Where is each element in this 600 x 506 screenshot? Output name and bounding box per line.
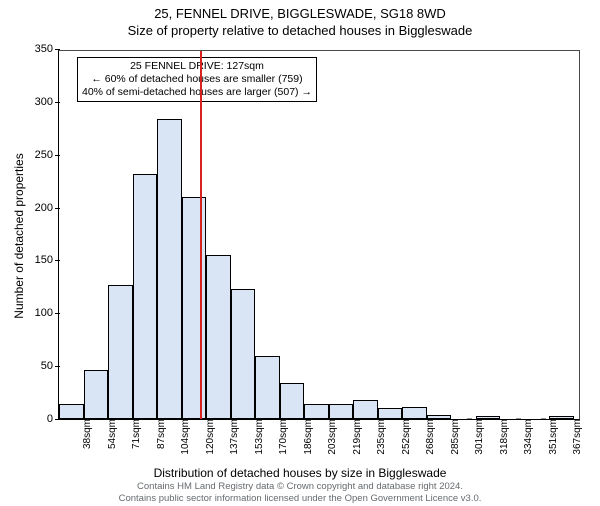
y-axis-label: Number of detached properties [12, 153, 26, 318]
y-tick-label: 200 [35, 202, 59, 214]
histogram-bar [133, 174, 158, 419]
x-tick-label: 301sqm [468, 419, 485, 455]
x-tick-label: 170sqm [272, 419, 289, 455]
y-tick-label: 350 [35, 43, 59, 55]
x-tick-label: 285sqm [444, 419, 461, 455]
page-title-line2: Size of property relative to detached ho… [0, 23, 600, 40]
x-tick-label: 318sqm [493, 419, 510, 455]
x-tick-label: 252sqm [395, 419, 412, 455]
annotation-line3: 40% of semi-detached houses are larger (… [82, 86, 312, 99]
y-tick-label: 300 [35, 96, 59, 108]
y-tick-label: 150 [35, 254, 59, 266]
y-tick-label: 50 [41, 360, 59, 372]
annotation-line1: 25 FENNEL DRIVE: 127sqm [82, 60, 312, 73]
x-tick-label: 153sqm [248, 419, 265, 455]
x-tick-label: 71sqm [125, 419, 142, 449]
annotation-box: 25 FENNEL DRIVE: 127sqm ← 60% of detache… [77, 57, 317, 102]
histogram-bar [353, 400, 378, 419]
x-tick-label: 367sqm [566, 419, 583, 455]
annotation-line2: ← 60% of detached houses are smaller (75… [82, 73, 312, 86]
histogram-bar [255, 356, 280, 419]
x-tick-label: 137sqm [223, 419, 240, 455]
histogram-bar [84, 370, 109, 419]
x-axis-label: Distribution of detached houses by size … [0, 466, 600, 480]
plot-area: 25 FENNEL DRIVE: 127sqm ← 60% of detache… [58, 50, 580, 420]
footer-line2: Contains public sector information licen… [0, 493, 600, 504]
x-tick-label: 203sqm [321, 419, 338, 455]
page-title-line1: 25, FENNEL DRIVE, BIGGLESWADE, SG18 8WD [0, 6, 600, 23]
histogram-bar [182, 197, 207, 419]
x-tick-label: 120sqm [199, 419, 216, 455]
x-tick-label: 186sqm [297, 419, 314, 455]
x-tick-label: 54sqm [101, 419, 118, 449]
histogram-bar [402, 407, 427, 419]
chart-container: 25 FENNEL DRIVE: 127sqm ← 60% of detache… [58, 50, 580, 420]
y-tick-label: 100 [35, 307, 59, 319]
y-tick-label: 250 [35, 149, 59, 161]
x-tick-label: 235sqm [370, 419, 387, 455]
histogram-bar [304, 404, 329, 419]
histogram-bar [206, 255, 231, 419]
histogram-bar [378, 408, 403, 419]
x-tick-label: 334sqm [517, 419, 534, 455]
histogram-bar [108, 285, 133, 419]
histogram-bar [329, 404, 354, 419]
histogram-bar [59, 404, 84, 419]
y-tick-label: 0 [47, 413, 59, 425]
x-tick-label: 219sqm [346, 419, 363, 455]
footer-line1: Contains HM Land Registry data © Crown c… [0, 481, 600, 492]
x-tick-label: 38sqm [76, 419, 93, 449]
x-tick-label: 87sqm [150, 419, 167, 449]
x-tick-label: 351sqm [542, 419, 559, 455]
footer: Contains HM Land Registry data © Crown c… [0, 481, 600, 504]
x-tick-label: 104sqm [174, 419, 191, 455]
reference-line [200, 51, 202, 419]
histogram-bar [280, 383, 305, 419]
histogram-bar [157, 119, 182, 419]
histogram-bar [231, 289, 256, 419]
x-tick-label: 268sqm [419, 419, 436, 455]
